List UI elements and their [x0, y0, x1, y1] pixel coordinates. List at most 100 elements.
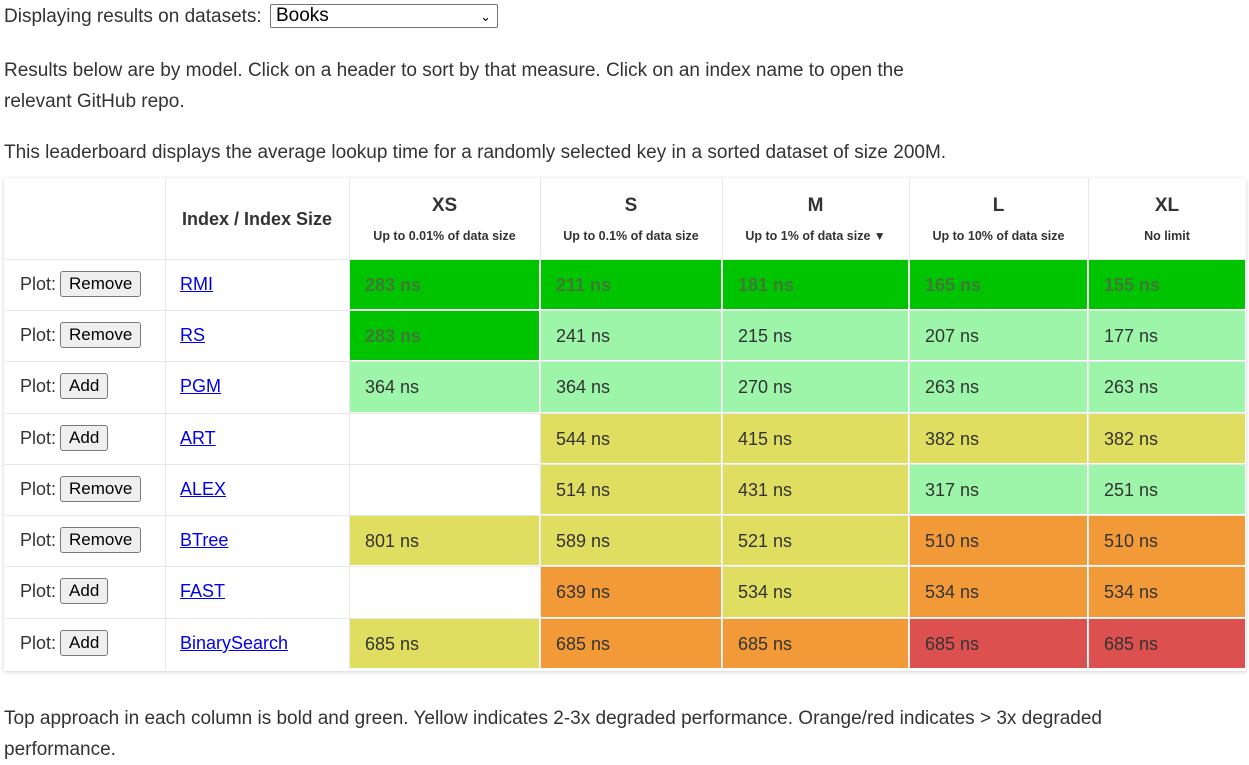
column-limit-text: Up to 0.01% of data size: [373, 229, 516, 243]
column-divider: [722, 178, 723, 669]
index-link-binarysearch[interactable]: BinarySearch: [180, 633, 289, 653]
plot-cell: Plot: Add: [4, 618, 165, 669]
add-plot-button[interactable]: Add: [60, 630, 109, 656]
result-cell: 685 ns: [1089, 619, 1245, 668]
result-cell: 263 ns: [1089, 362, 1245, 412]
index-link-rmi[interactable]: RMI: [180, 274, 213, 294]
result-cell: 415 ns: [723, 414, 908, 463]
result-cell: 382 ns: [910, 414, 1087, 463]
plot-cell: Plot: Add: [4, 361, 165, 413]
leaderboard-description: This leaderboard displays the average lo…: [4, 142, 947, 163]
column-divider: [349, 178, 350, 669]
add-plot-button[interactable]: Add: [60, 373, 109, 399]
column-size-label: XS: [431, 195, 458, 216]
result-cell: 534 ns: [723, 567, 908, 617]
index-link-fast[interactable]: FAST: [180, 581, 226, 601]
column-header-m[interactable]: M Up to 1% of data size ▼: [722, 178, 909, 259]
column-header-s[interactable]: S Up to 0.1% of data size: [540, 178, 722, 259]
plot-label: Plot:: [20, 479, 57, 499]
result-cell: 283 ns: [350, 311, 539, 360]
row-divider: [4, 361, 1246, 362]
plot-cell: Plot: Add: [4, 566, 165, 618]
result-cell: 685 ns: [350, 619, 539, 668]
result-cell: 215 ns: [723, 311, 908, 360]
result-cell: 177 ns: [1089, 311, 1245, 360]
column-size-label: M: [807, 195, 824, 216]
result-cell: 544 ns: [541, 414, 721, 463]
result-cell: 317 ns: [910, 465, 1087, 514]
index-link-art[interactable]: ART: [180, 428, 216, 448]
result-cell: 165 ns: [910, 260, 1087, 309]
plot-label: Plot:: [20, 428, 57, 448]
index-name-cell: ART: [165, 413, 349, 464]
result-cell: 364 ns: [541, 362, 721, 412]
result-cell: 181 ns: [723, 260, 908, 309]
result-cell: [350, 465, 539, 514]
header-corner: [4, 178, 165, 259]
result-cell: 155 ns: [1089, 260, 1245, 309]
column-size-label: L: [992, 195, 1005, 216]
dataset-selector-label: Displaying results on datasets:: [4, 6, 262, 27]
add-plot-button[interactable]: Add: [60, 425, 109, 451]
result-cell: 510 ns: [1089, 516, 1245, 565]
result-cell: 685 ns: [541, 619, 721, 668]
plot-label: Plot:: [20, 633, 57, 653]
sort-descending-icon: ▼: [870, 229, 886, 243]
result-cell: 685 ns: [723, 619, 908, 668]
column-header-l[interactable]: L Up to 10% of data size: [909, 178, 1088, 259]
result-cell: 510 ns: [910, 516, 1087, 565]
row-divider: [4, 259, 1246, 260]
result-cell: 241 ns: [541, 311, 721, 360]
result-cell: 801 ns: [350, 516, 539, 565]
column-limit-label: Up to 10% of data size: [909, 228, 1088, 244]
row-divider: [4, 413, 1246, 414]
index-size-header[interactable]: Index / Index Size: [181, 209, 333, 229]
dataset-select[interactable]: Books ⌄: [269, 4, 498, 28]
result-cell: 534 ns: [1089, 567, 1245, 617]
index-link-btree[interactable]: BTree: [180, 530, 229, 550]
remove-plot-button[interactable]: Remove: [60, 322, 142, 348]
result-cell: 431 ns: [723, 465, 908, 514]
plot-cell: Plot: Remove: [4, 310, 165, 361]
column-header-xs[interactable]: XS Up to 0.01% of data size: [349, 178, 540, 259]
index-link-rs[interactable]: RS: [180, 325, 206, 345]
row-divider: [4, 310, 1246, 311]
result-cell: 639 ns: [541, 567, 721, 617]
plot-cell: Plot: Remove: [4, 259, 165, 310]
column-limit-text: No limit: [1144, 229, 1190, 243]
result-cell: [350, 567, 539, 617]
row-divider: [4, 618, 1246, 619]
leaderboard-table: Index / Index Size XS Up to 0.01% of data …: [4, 178, 1246, 671]
remove-plot-button[interactable]: Remove: [60, 476, 142, 502]
result-cell: 211 ns: [541, 260, 721, 309]
index-link-alex[interactable]: ALEX: [180, 479, 227, 499]
column-divider: [165, 178, 166, 669]
intro-text: Results below are by model. Click on a h…: [4, 60, 904, 112]
index-name-cell: FAST: [165, 566, 349, 618]
index-name-cell: PGM: [165, 361, 349, 413]
index-link-pgm[interactable]: PGM: [180, 376, 222, 396]
plot-cell: Plot: Add: [4, 413, 165, 464]
column-size-label: XL: [1154, 195, 1180, 216]
legend-footnote: Top approach in each column is bold and …: [4, 708, 1102, 760]
result-cell: 382 ns: [1089, 414, 1245, 463]
result-cell: 589 ns: [541, 516, 721, 565]
column-limit-label: Up to 0.1% of data size: [540, 228, 722, 244]
add-plot-button[interactable]: Add: [60, 578, 109, 604]
column-header-xl[interactable]: XL No limit: [1088, 178, 1246, 259]
index-name-cell: BTree: [165, 515, 349, 566]
result-cell: 685 ns: [910, 619, 1087, 668]
result-cell: 207 ns: [910, 311, 1087, 360]
result-cell: 283 ns: [350, 260, 539, 309]
column-limit-label: No limit: [1088, 228, 1246, 244]
remove-plot-button[interactable]: Remove: [60, 271, 142, 297]
result-cell: 514 ns: [541, 465, 721, 514]
index-name-cell: BinarySearch: [165, 618, 349, 669]
row-divider: [4, 566, 1246, 567]
column-limit-label: Up to 1% of data size ▼: [722, 228, 909, 244]
result-cell: 521 ns: [723, 516, 908, 565]
remove-plot-button[interactable]: Remove: [60, 527, 142, 553]
chevron-down-icon: ⌄: [480, 9, 491, 24]
column-limit-text: Up to 0.1% of data size: [563, 229, 699, 243]
